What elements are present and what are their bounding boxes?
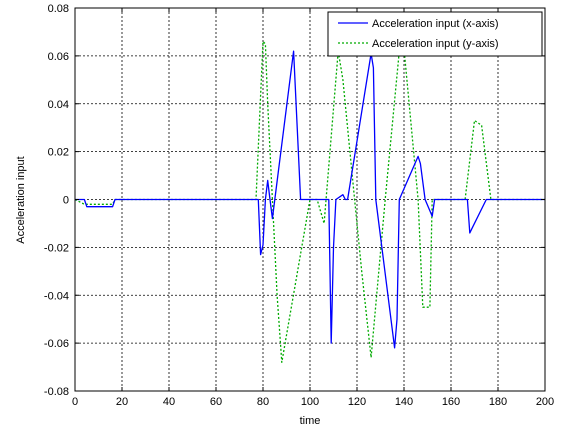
y-tick-label: -0.02 — [44, 242, 69, 254]
series-layer — [74, 40, 545, 363]
legend: Acceleration input (x-axis) Acceleration… — [327, 11, 543, 57]
x-axis-label: time — [300, 415, 321, 427]
x-tick-label: 20 — [116, 396, 128, 408]
y-tick-label: 0.04 — [48, 99, 69, 111]
y-tick-label: -0.06 — [44, 338, 69, 350]
tick-labels: 0 20 40 60 80 100 120 140 160 180 200 -0.08 -0.06 -0.… — [44, 3, 554, 408]
x-tick-label: 160 — [442, 396, 460, 408]
y-tick-label: 0.06 — [48, 51, 69, 63]
ticks — [74, 7, 546, 392]
x-tick-label: 80 — [257, 396, 269, 408]
series-line-y-axis — [74, 40, 545, 363]
y-tick-label: 0 — [63, 195, 69, 207]
y-tick-label: -0.04 — [44, 290, 69, 302]
x-tick-label: 0 — [72, 396, 78, 408]
x-tick-label: 140 — [395, 396, 413, 408]
x-tick-label: 40 — [163, 396, 175, 408]
y-tick-label: -0.08 — [44, 386, 69, 398]
y-axis-label: Acceleration input — [15, 156, 27, 243]
x-tick-label: 100 — [301, 396, 319, 408]
y-tick-label: 0.02 — [48, 147, 69, 159]
y-tick-label: 0.08 — [48, 3, 69, 15]
x-tick-label: 60 — [210, 396, 222, 408]
x-tick-label: 200 — [536, 396, 554, 408]
x-tick-label: 120 — [348, 396, 366, 408]
legend-box — [327, 11, 543, 57]
legend-label-x-axis: Acceleration input (x-axis) — [372, 18, 499, 30]
series-line-x-axis — [75, 50, 545, 349]
x-tick-label: 180 — [489, 396, 507, 408]
legend-label-y-axis: Acceleration input (y-axis) — [372, 38, 499, 50]
